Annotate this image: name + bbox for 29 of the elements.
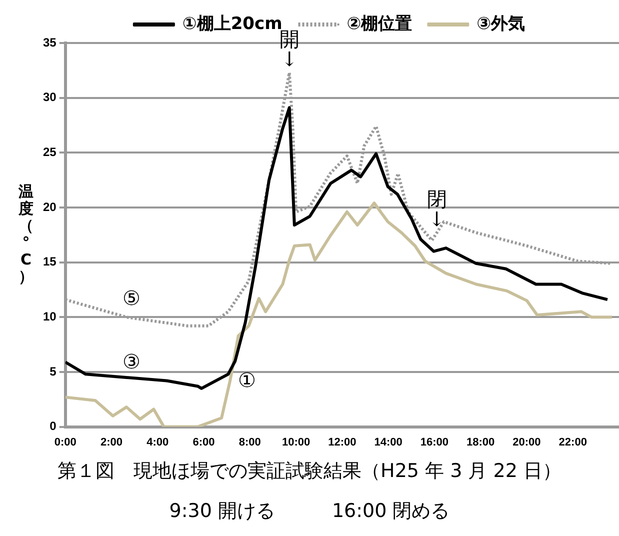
legend-label: ②棚位置 <box>346 14 412 34</box>
y-tick-label: 30 <box>42 90 57 104</box>
x-tick-label: 18:00 <box>466 436 495 448</box>
y-axis-title: 温度（°C） <box>18 182 34 286</box>
x-tick-label: 0:00 <box>54 436 76 448</box>
annotation: ⑤ <box>122 286 140 310</box>
y-tick-label: 35 <box>42 35 57 50</box>
x-tick-label: 14:00 <box>374 436 402 448</box>
y-tick-label: 10 <box>42 309 57 324</box>
x-tick-label: 8:00 <box>238 436 261 448</box>
x-tick-label: 12:00 <box>328 436 356 448</box>
x-tick-label: 4:00 <box>146 436 169 448</box>
y-tick-label: 5 <box>50 364 57 378</box>
x-tick-label: 20:00 <box>512 436 541 448</box>
x-tick-label: 2:00 <box>100 436 122 448</box>
x-tick-label: 10:00 <box>282 436 310 448</box>
annotation: ③ <box>122 350 140 374</box>
x-tick-label: 6:00 <box>192 436 215 448</box>
annotation: 閉 ↓ <box>426 186 447 231</box>
y-tick-label: 20 <box>42 200 57 214</box>
legend-label: ③外気 <box>476 14 526 34</box>
y-tick-label: 15 <box>42 254 57 269</box>
y-tick-label: 25 <box>42 144 57 159</box>
text: 第１図 現地ほ場での実証試験結果（H25 年 3 月 22 日） <box>56 459 562 484</box>
x-tick-label: 16:00 <box>420 436 449 448</box>
annotation: ① <box>238 368 256 392</box>
y-tick-label: 0 <box>50 419 57 434</box>
text: 9:30 開ける 16:00 閉める <box>168 499 451 524</box>
x-tick-label: 22:00 <box>558 436 587 448</box>
